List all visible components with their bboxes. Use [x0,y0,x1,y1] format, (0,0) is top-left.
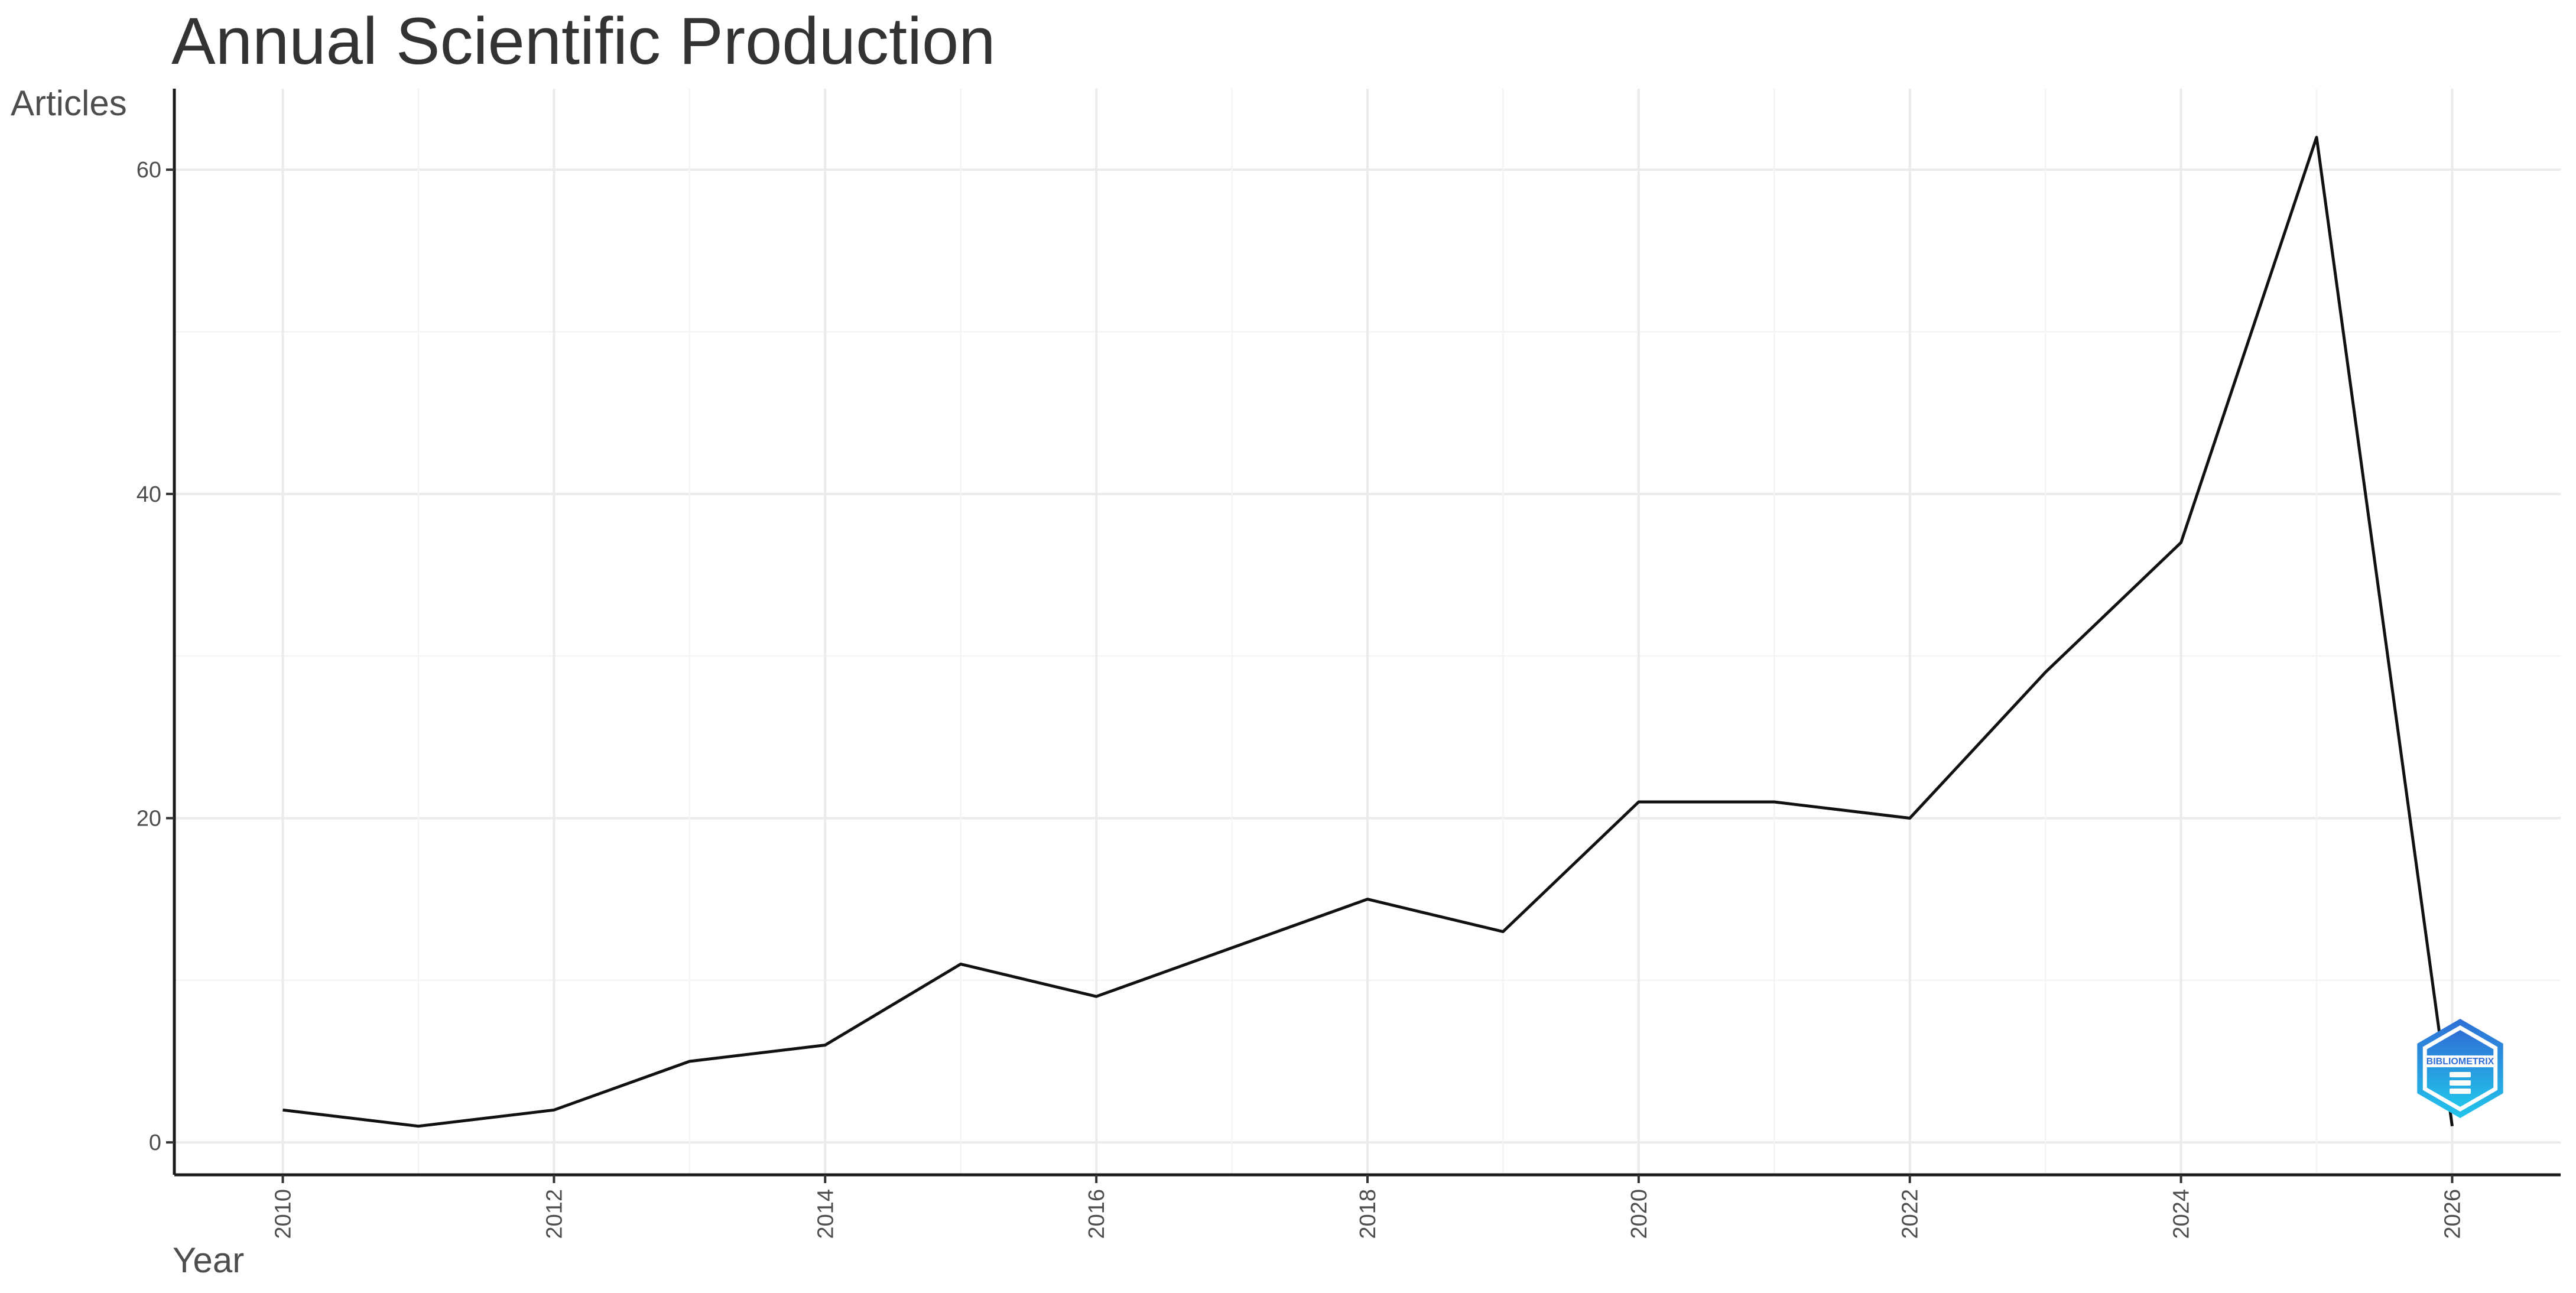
series-line [282,135,2454,1128]
x-tick-label: 2016 [1084,1189,1109,1239]
x-tick-label: 2020 [1627,1189,1652,1239]
x-tick-label: 2018 [1356,1189,1380,1239]
axes: 0 20 40 60 2010 2012 2014 2016 2018 2020 2022 2024 2… [137,89,2561,1239]
data-point [1500,929,1506,935]
logo-lettering: BIBLIOMETRIX [2426,1057,2494,1067]
y-tick-label: 20 [137,806,161,831]
grid [174,89,2561,1175]
data-point [687,1058,693,1064]
logo-book [2450,1080,2471,1086]
series [280,134,2455,1129]
data-point [1093,993,1099,999]
bibliometrix-logo-icon: BIBLIOMETRIX [2417,1019,2503,1118]
data-point [1771,799,1777,805]
data-point [415,1123,421,1129]
data-point [2314,134,2320,140]
x-tick-label: 2024 [2169,1189,2194,1239]
y-axis-title: Articles [11,83,127,123]
x-tick-label: 2012 [542,1189,567,1239]
logo-banner [2424,1055,2497,1067]
data-point [1636,799,1642,805]
y-tick-label: 40 [137,482,161,507]
data-point [1365,896,1370,902]
data-point [2178,540,2184,545]
logo-book [2450,1089,2471,1094]
chart-title: Annual Scientific Production [171,4,996,78]
x-axis-title: Year [173,1240,244,1280]
x-tick-label: 2014 [813,1189,838,1239]
data-point [280,1107,286,1113]
data-point [822,1042,828,1048]
data-point [1229,945,1235,951]
data-point [958,961,964,967]
data-point [2449,1123,2455,1129]
logo-book [2450,1072,2471,1077]
x-tick-label: 2010 [271,1189,296,1239]
x-tick-label: 2026 [2440,1189,2465,1239]
data-point [1907,815,1913,821]
x-tick-label: 2022 [1898,1189,1923,1239]
logo-hexagon-core [2426,1030,2494,1107]
data-point [2042,670,2048,675]
y-tick-label: 60 [137,158,161,183]
y-tick-label: 0 [149,1130,161,1155]
data-point [551,1107,557,1113]
